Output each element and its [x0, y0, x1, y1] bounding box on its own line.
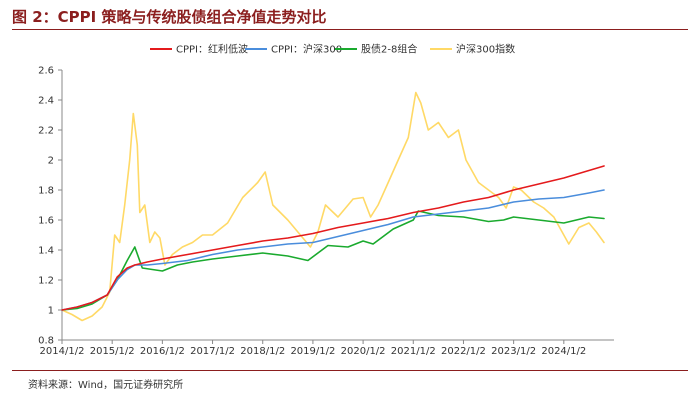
- line-chart: CPPI：红利低波 CPPI：沪深300 股债2-8组合 沪深300指数 0.8 1 1.…: [38, 43, 614, 357]
- y-tick-label: 2: [48, 156, 54, 167]
- x-tick-label: 2015/1/2: [90, 346, 135, 357]
- y-tick-label: 2.2: [38, 126, 54, 137]
- x-tick-label: 2018/1/2: [240, 346, 285, 357]
- chart-legend: CPPI：红利低波 CPPI：沪深300 股债2-8组合 沪深300指数: [150, 43, 515, 56]
- y-tick-label: 1.2: [38, 276, 54, 287]
- x-tick-label: 2017/1/2: [190, 346, 235, 357]
- chart-axes: 0.8 1 1.2 1.4 1.6 1.8 2 2.2 2.4 2.6 2014/1/2 2015/1…: [38, 66, 614, 357]
- series-line-0: [61, 165, 605, 311]
- y-tick-label: 1.4: [38, 246, 54, 257]
- legend-label-0: CPPI：红利低波: [176, 43, 248, 56]
- x-tick-label: 2021/1/2: [391, 346, 436, 357]
- y-tick-label: 1.8: [38, 186, 54, 197]
- series-layer: [61, 91, 605, 322]
- x-tick-label: 2024/1/2: [541, 346, 586, 357]
- x-tick-label: 2014/1/2: [40, 346, 85, 357]
- legend-label-3: 沪深300指数: [456, 43, 515, 56]
- y-tick-label: 2.6: [38, 66, 54, 77]
- y-tick-label: 2.4: [38, 96, 54, 107]
- x-tick-label: 2022/1/2: [441, 346, 486, 357]
- x-tick-label: 2023/1/2: [491, 346, 536, 357]
- series-line-2: [61, 210, 605, 311]
- x-tick-label: 2016/1/2: [140, 346, 185, 357]
- chart-title: 图 2：CPPI 策略与传统股债组合净值走势对比: [12, 8, 327, 26]
- x-tick-label: 2019/1/2: [290, 346, 335, 357]
- legend-label-1: CPPI：沪深300: [271, 43, 342, 56]
- legend-label-2: 股债2-8组合: [361, 43, 417, 56]
- series-line-1: [61, 189, 605, 311]
- y-tick-label: 1.6: [38, 216, 54, 227]
- source-divider: [12, 370, 688, 371]
- source-note: 资料来源：Wind，国元证券研究所: [28, 380, 184, 391]
- title-divider: [12, 29, 688, 30]
- y-tick-label: 1: [48, 306, 54, 317]
- x-tick-label: 2020/1/2: [341, 346, 386, 357]
- y-tick-label: 0.8: [38, 336, 54, 347]
- series-line-3: [61, 91, 605, 322]
